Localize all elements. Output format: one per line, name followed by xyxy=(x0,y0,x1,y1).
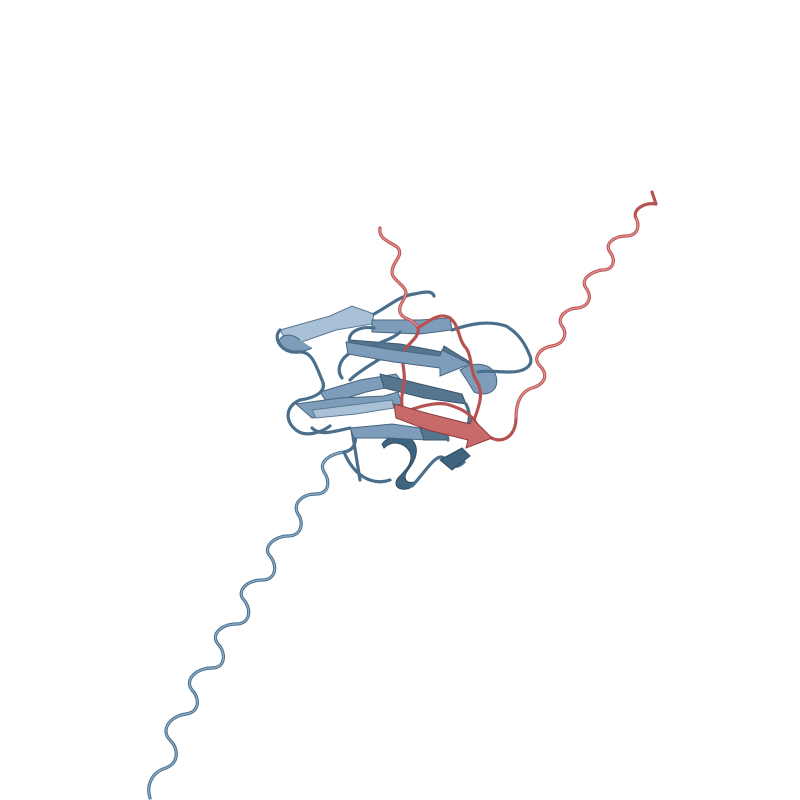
chain-b-beta-strand xyxy=(393,403,493,449)
chain-a-front-strand xyxy=(345,341,472,377)
chain-b-coil xyxy=(378,190,658,442)
chain-a-helix xyxy=(381,435,471,490)
chain-a-tail-coil xyxy=(147,428,392,800)
